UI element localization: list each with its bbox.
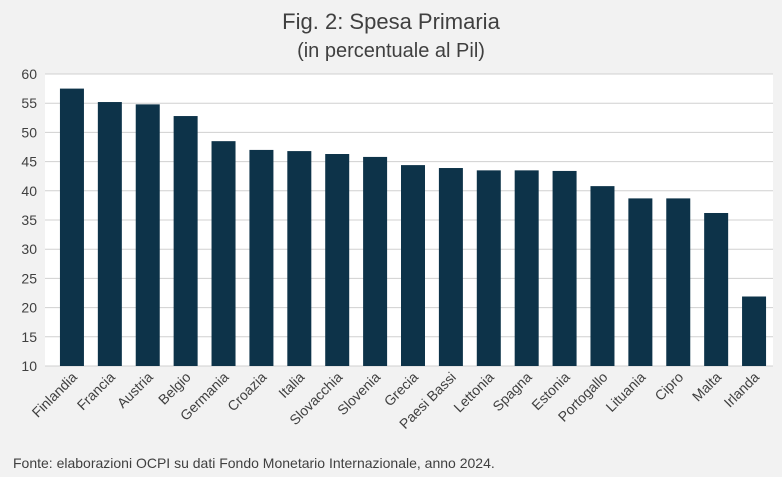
bar-estonia (552, 170, 577, 366)
y-tick-label: 45 (21, 154, 37, 170)
bar-croazia (249, 149, 274, 366)
x-tick-label: Lituania (602, 369, 648, 415)
bar-belgio (173, 116, 198, 366)
y-tick-label: 35 (21, 212, 37, 228)
x-tick-label: Irlanda (721, 369, 763, 411)
x-tick-label: Francia (74, 369, 118, 413)
bar-cipro (666, 198, 691, 366)
bar-malta (704, 212, 729, 366)
bar-austria (135, 104, 160, 367)
x-tick-label: Lettonia (450, 369, 497, 416)
y-tick-label: 40 (21, 183, 37, 199)
y-tick-label: 20 (21, 300, 37, 316)
x-tick-label: Italia (275, 369, 307, 401)
bar-irlanda (742, 296, 767, 366)
bars (59, 88, 767, 367)
bar-portogallo (590, 186, 615, 366)
y-tick-label: 30 (21, 241, 37, 257)
y-axis-ticks: 10 15 20 25 30 35 40 45 50 55 60 (21, 66, 37, 374)
bar-grecia (401, 165, 425, 366)
y-tick-label: 25 (21, 270, 37, 286)
bar-spagna (514, 170, 539, 366)
bar-francia (97, 102, 122, 367)
source-note: Fonte: elaborazioni OCPI su dati Fondo M… (13, 455, 495, 471)
bar-slovenia (363, 156, 388, 366)
chart-title: Fig. 2: Spesa Primaria (282, 9, 500, 34)
x-tick-label: Croazia (224, 369, 270, 415)
x-tick-label: Austria (114, 369, 156, 411)
bar-paesi-bassi (438, 168, 463, 366)
y-tick-label: 60 (21, 66, 37, 82)
x-tick-label: Cipro (651, 369, 686, 404)
y-tick-label: 55 (21, 95, 37, 111)
bar-lituania (628, 198, 653, 366)
bar-germania (211, 141, 236, 366)
bar-finlandia (59, 88, 84, 366)
bar-lettonia (476, 170, 501, 366)
y-tick-label: 50 (21, 124, 37, 140)
x-tick-label: Slovenia (334, 369, 383, 418)
y-tick-label: 10 (21, 358, 37, 374)
x-tick-label: Finlandia (29, 369, 81, 421)
chart-subtitle: (in percentuale al Pil) (297, 40, 485, 62)
bar-slovacchia (325, 154, 350, 366)
x-tick-label: Spagna (489, 369, 535, 415)
bar-italia (287, 151, 312, 366)
y-tick-label: 15 (21, 329, 37, 345)
x-tick-label: Malta (689, 369, 725, 405)
